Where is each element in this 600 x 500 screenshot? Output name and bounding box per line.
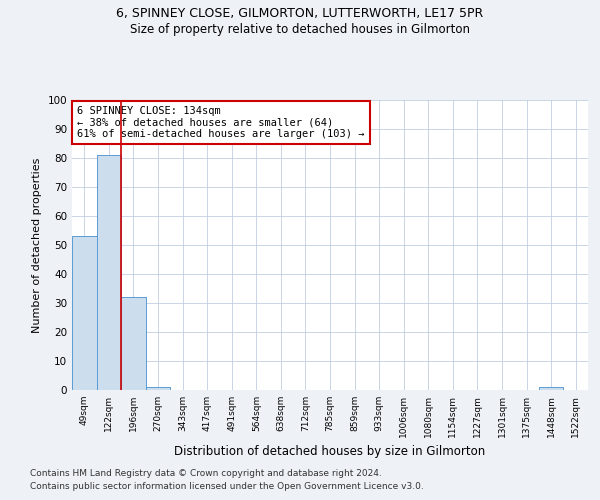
Y-axis label: Number of detached properties: Number of detached properties: [32, 158, 42, 332]
Bar: [539, 387, 563, 390]
Text: 6 SPINNEY CLOSE: 134sqm
← 38% of detached houses are smaller (64)
61% of semi-de: 6 SPINNEY CLOSE: 134sqm ← 38% of detache…: [77, 106, 365, 139]
Bar: [97, 155, 121, 390]
Bar: [121, 297, 146, 390]
Text: Contains HM Land Registry data © Crown copyright and database right 2024.: Contains HM Land Registry data © Crown c…: [30, 468, 382, 477]
Bar: [72, 236, 97, 390]
Text: 6, SPINNEY CLOSE, GILMORTON, LUTTERWORTH, LE17 5PR: 6, SPINNEY CLOSE, GILMORTON, LUTTERWORTH…: [116, 8, 484, 20]
Bar: [146, 387, 170, 390]
Text: Size of property relative to detached houses in Gilmorton: Size of property relative to detached ho…: [130, 22, 470, 36]
X-axis label: Distribution of detached houses by size in Gilmorton: Distribution of detached houses by size …: [175, 446, 485, 458]
Text: Contains public sector information licensed under the Open Government Licence v3: Contains public sector information licen…: [30, 482, 424, 491]
